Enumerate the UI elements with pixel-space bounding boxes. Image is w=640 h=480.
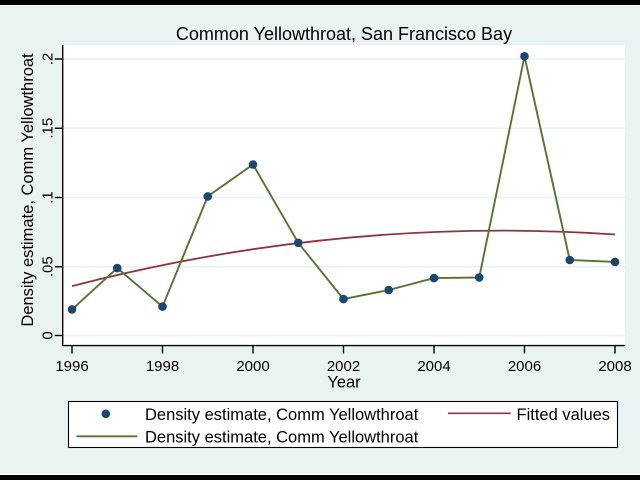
svg-text:2000: 2000: [236, 358, 269, 375]
svg-text:.05: .05: [39, 256, 56, 277]
svg-text:Common Yellowthroat, San Franc: Common Yellowthroat, San Francisco Bay: [176, 24, 512, 44]
svg-text:0: 0: [39, 331, 56, 339]
svg-text:1998: 1998: [146, 358, 179, 375]
svg-text:Density estimate, Comm Yellowt: Density estimate, Comm Yellowthroat: [145, 429, 419, 447]
svg-text:.1: .1: [39, 191, 56, 204]
svg-text:Density estimate, Comm Yellowt: Density estimate, Comm Yellowthroat: [19, 53, 37, 327]
svg-text:2002: 2002: [327, 358, 360, 375]
svg-text:2006: 2006: [508, 358, 541, 375]
svg-text:.2: .2: [39, 53, 56, 66]
svg-text:2008: 2008: [598, 358, 631, 375]
svg-text:2004: 2004: [417, 358, 450, 375]
svg-text:Fitted values: Fitted values: [517, 406, 611, 424]
svg-text:Density estimate, Comm Yellowt: Density estimate, Comm Yellowthroat: [145, 406, 419, 424]
svg-text:Year: Year: [327, 374, 361, 392]
svg-text:.15: .15: [39, 118, 56, 139]
svg-text:1996: 1996: [55, 358, 88, 375]
